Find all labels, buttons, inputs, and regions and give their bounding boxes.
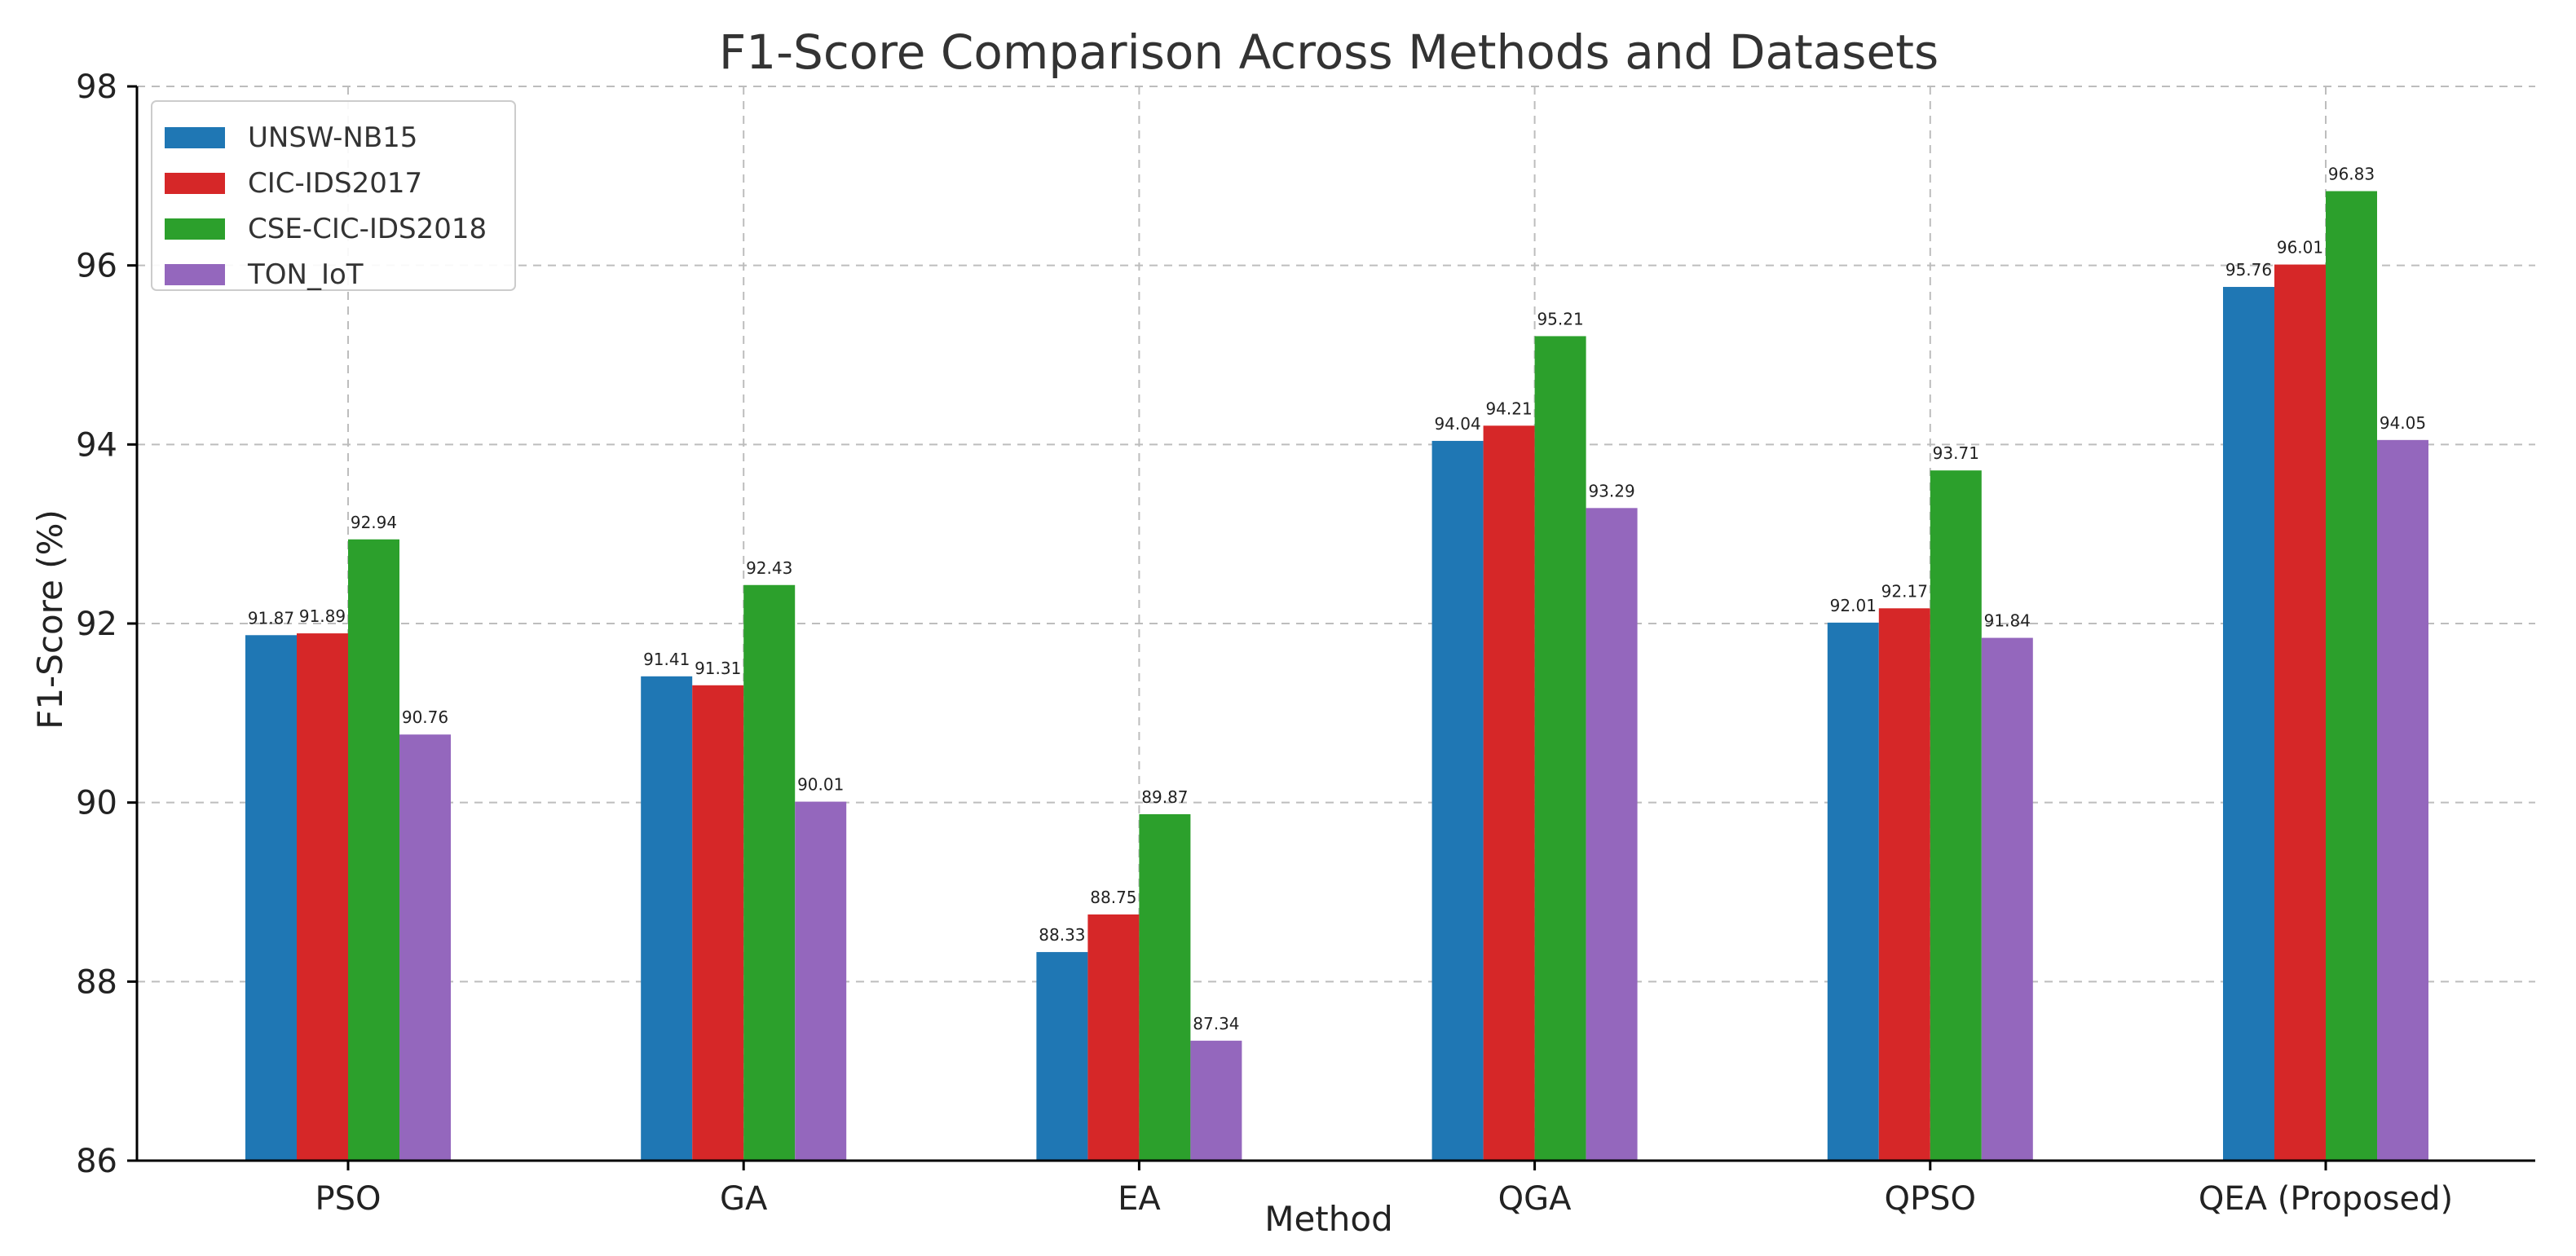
chart-title: F1-Score Comparison Across Methods and D… xyxy=(719,24,1939,80)
legend-swatch xyxy=(165,264,225,285)
bar-cse-cic-ids2018-ea xyxy=(1139,813,1191,1161)
data-label: 92.94 xyxy=(351,513,397,532)
bar-ton-iot-ea xyxy=(1190,1040,1242,1161)
data-label: 91.87 xyxy=(248,608,294,628)
bar-cse-cic-ids2018-qpso xyxy=(1930,470,1982,1161)
bar-cse-cic-ids2018-qea-proposed- xyxy=(2326,191,2377,1161)
data-label: 94.05 xyxy=(2380,413,2426,433)
data-label: 88.33 xyxy=(1039,925,1085,945)
bar-cic-ids2017-pso xyxy=(297,633,348,1161)
bar-cic-ids2017-ea xyxy=(1087,914,1140,1161)
bar-unsw-nb15-qga xyxy=(1431,440,1484,1161)
data-label: 93.29 xyxy=(1588,481,1634,500)
bar-cic-ids2017-ga xyxy=(692,685,744,1161)
legend-entry-label: TON_IoT xyxy=(247,258,364,291)
y-tick-label: 96 xyxy=(76,248,117,285)
bar-ton-iot-qga xyxy=(1586,508,1638,1161)
y-tick-label: 92 xyxy=(76,606,117,643)
x-tick-label: QEA (Proposed) xyxy=(2199,1180,2453,1218)
bar-cse-cic-ids2018-ga xyxy=(743,584,796,1161)
legend-frame xyxy=(151,100,516,291)
x-tick-label: EA xyxy=(1118,1180,1161,1218)
bar-cic-ids2017-qea-proposed- xyxy=(2274,264,2326,1161)
bar-unsw-nb15-qea-proposed- xyxy=(2223,287,2274,1161)
bar-cic-ids2017-qga xyxy=(1483,425,1535,1161)
bar-ton-iot-qea-proposed- xyxy=(2377,439,2428,1161)
data-label: 91.84 xyxy=(1984,611,2031,631)
legend: UNSW-NB15 CIC-IDS2017 CSE-CIC-IDS2018 TON_I… xyxy=(151,100,516,291)
y-tick-label: 94 xyxy=(76,426,117,464)
x-axis-label: Method xyxy=(1264,1199,1393,1239)
data-label: 92.17 xyxy=(1881,581,1928,601)
bar-cse-cic-ids2018-pso xyxy=(348,539,399,1161)
legend-entry-label: CSE-CIC-IDS2018 xyxy=(248,213,487,245)
data-label: 91.41 xyxy=(643,650,690,669)
x-tick-label: GA xyxy=(720,1180,768,1218)
bars-layer xyxy=(245,191,2428,1161)
legend-entry-label: CIC-IDS2017 xyxy=(248,167,422,200)
legend-swatch xyxy=(165,173,225,194)
y-tick-label: 98 xyxy=(76,68,117,106)
bar-ton-iot-qpso xyxy=(1981,637,2033,1161)
bar-unsw-nb15-pso xyxy=(245,635,297,1161)
data-label: 94.21 xyxy=(1485,399,1532,418)
data-label: 88.75 xyxy=(1090,888,1136,907)
data-label: 92.01 xyxy=(1830,596,1877,615)
bar-cse-cic-ids2018-qga xyxy=(1534,336,1586,1161)
legend-entry-label: UNSW-NB15 xyxy=(248,121,417,154)
data-label: 89.87 xyxy=(1141,787,1188,807)
bar-ton-iot-pso xyxy=(399,734,451,1161)
y-axis-label: F1-Score (%) xyxy=(30,509,70,729)
x-tick-label: PSO xyxy=(315,1180,382,1218)
data-labels-layer: 91.87 91.41 88.33 94.04 92.01 95.76 91.89 91.31… xyxy=(248,165,2426,1033)
x-tick-label: QPSO xyxy=(1885,1180,1976,1218)
data-label: 91.89 xyxy=(299,606,346,626)
data-label: 93.71 xyxy=(1933,443,1979,463)
data-label: 95.76 xyxy=(2225,260,2272,280)
data-label: 96.01 xyxy=(2277,238,2323,258)
legend-swatch xyxy=(165,127,225,148)
data-label: 87.34 xyxy=(1193,1014,1239,1033)
y-tick-label: 86 xyxy=(76,1143,117,1180)
bar-ton-iot-ga xyxy=(795,801,847,1161)
x-tick-label: QGA xyxy=(1498,1180,1572,1218)
y-tick-label: 88 xyxy=(76,963,117,1001)
data-label: 94.04 xyxy=(1434,414,1480,434)
data-label: 90.01 xyxy=(797,775,844,795)
bar-unsw-nb15-qpso xyxy=(1827,622,1879,1161)
data-label: 95.21 xyxy=(1537,309,1583,328)
data-label: 92.43 xyxy=(746,558,792,578)
y-tick-label: 90 xyxy=(76,785,117,822)
data-label: 91.31 xyxy=(695,659,741,678)
data-label: 90.76 xyxy=(402,707,448,727)
legend-swatch xyxy=(165,218,225,240)
axes-layer: 86 88 90 92 94 96 98 PSO GA EA QGA QPSO QEA (Propose… xyxy=(76,68,2535,1218)
bar-unsw-nb15-ea xyxy=(1036,952,1088,1161)
bar-unsw-nb15-ga xyxy=(641,676,693,1161)
bar-cic-ids2017-qpso xyxy=(1878,608,1930,1161)
data-label: 96.83 xyxy=(2328,165,2375,184)
